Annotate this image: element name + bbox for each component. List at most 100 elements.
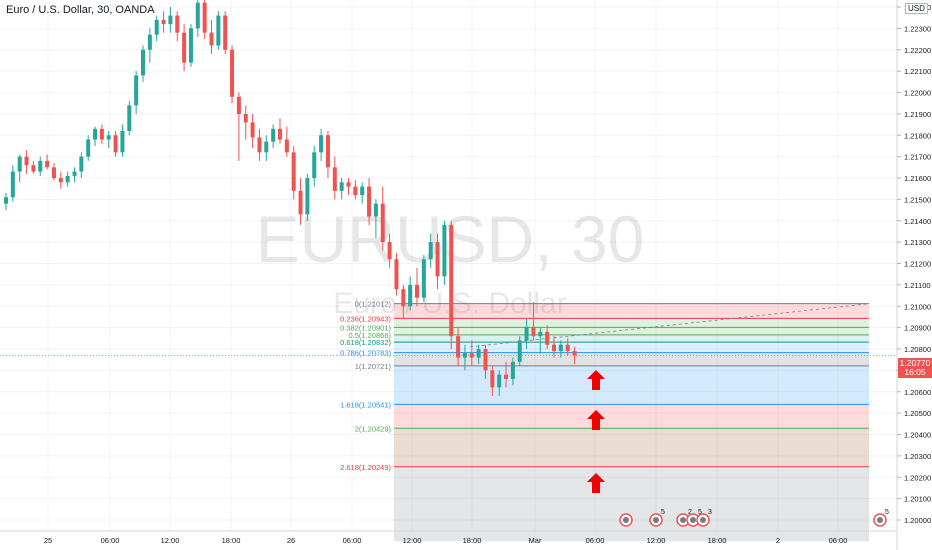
y-tick-label: 1.21400	[904, 217, 931, 226]
candle-body	[175, 15, 180, 33]
candle-body	[250, 122, 255, 138]
fib-level-label: 0.618(1.20832)	[340, 338, 391, 347]
candle-body	[17, 156, 22, 172]
candle-body	[552, 344, 556, 352]
candle-body	[462, 353, 467, 358]
fibonacci-extension: 0(1.21012)0.236(1.20943)0.382(1.20901)0.…	[0, 300, 897, 542]
candle-body	[524, 327, 529, 341]
candle-body	[408, 284, 413, 307]
x-tick-label: 12:00	[161, 536, 180, 545]
candle-body	[264, 141, 269, 153]
fib-zone	[394, 466, 869, 542]
y-tick-label: 1.20600	[904, 388, 931, 397]
candle-body	[147, 34, 152, 50]
candle-body	[497, 374, 502, 388]
x-tick-label: 06:00	[829, 536, 848, 545]
candle-body	[188, 28, 193, 63]
candle-body	[517, 340, 522, 362]
candle-body	[291, 152, 296, 191]
candle-body	[223, 15, 228, 50]
grid-lines	[0, 0, 897, 531]
candle-body	[373, 203, 378, 217]
candle-body	[271, 128, 276, 142]
y-tick-label: 1.20100	[904, 495, 931, 504]
fib-level-label: 1.618(1.20541)	[340, 400, 391, 409]
fib-zone	[394, 365, 869, 405]
candle-body	[243, 113, 248, 123]
candle-body	[141, 49, 145, 76]
candle-body	[442, 225, 447, 277]
candle-body	[284, 139, 289, 153]
candle-body	[394, 259, 399, 290]
event-badge-count: 3	[708, 509, 712, 516]
fib-zone	[394, 404, 869, 429]
x-tick-label: 2	[776, 536, 780, 545]
x-tick-label: Mar	[529, 536, 542, 545]
bar-countdown: 16:05	[904, 367, 926, 377]
up-arrow-icon	[587, 370, 605, 390]
candle-body	[401, 289, 406, 307]
x-tick-label: 06:00	[343, 536, 362, 545]
fib-level-label: 1(1.20721)	[355, 362, 392, 371]
fib-zone	[394, 303, 869, 319]
y-tick-label: 1.21100	[904, 281, 931, 290]
x-tick-label: 18:00	[463, 536, 482, 545]
y-tick-label: 1.21200	[904, 260, 931, 269]
candle-body	[278, 128, 282, 140]
candle-body	[72, 171, 77, 176]
y-tick-label: 1.21000	[904, 302, 931, 311]
y-tick-label: 1.20800	[904, 345, 931, 354]
y-tick-label: 1.20300	[904, 452, 931, 461]
candle-body	[428, 242, 433, 260]
y-tick-label: 1.20900	[904, 324, 931, 333]
x-tick-label: 06:00	[101, 536, 120, 545]
fib-zone	[394, 334, 869, 343]
fib-zone	[394, 327, 869, 335]
candle-body	[415, 284, 419, 298]
y-tick-label: 1.21600	[904, 174, 931, 183]
last-price-value: 1.20770	[899, 358, 931, 368]
event-badge-count: 5	[661, 509, 665, 516]
currency-label[interactable]: USD	[905, 3, 928, 14]
candle-body	[572, 351, 577, 356]
candle-body	[456, 336, 461, 358]
candle-body	[387, 242, 392, 260]
candle-body	[510, 361, 515, 379]
event-badge-dot	[877, 517, 883, 523]
candle-body	[504, 374, 509, 379]
x-tick-label: 12:00	[403, 536, 422, 545]
candle-body	[236, 96, 241, 114]
candlestick-series	[4, 0, 577, 397]
candle-body	[120, 130, 125, 153]
last-price-tag: 1.20770 16:05	[898, 358, 932, 378]
arrow-annotations	[587, 370, 605, 493]
candle-body	[469, 353, 474, 358]
candle-body	[367, 186, 372, 217]
y-tick-label: 1.21800	[904, 131, 931, 140]
candle-body	[312, 152, 317, 178]
candle-body	[65, 175, 70, 183]
fib-level-label: 0.5(1.20866)	[348, 331, 391, 340]
candle-body	[538, 331, 543, 337]
candle-body	[202, 2, 207, 33]
event-badge-dot	[680, 517, 686, 523]
event-badge-count: 5	[698, 509, 702, 516]
y-tick-label: 1.21300	[904, 238, 931, 247]
candle-body	[113, 135, 118, 153]
time-axis: 25 06:00 12:00 18:00 26 06:00 12:00 18:00 Mar 06:…	[44, 536, 848, 545]
candle-body	[79, 156, 84, 172]
symbol-title[interactable]: Euro / U.S. Dollar, 30, OANDA	[6, 4, 155, 16]
candle-body	[483, 349, 488, 371]
y-tick-label: 1.22000	[904, 89, 931, 98]
candle-body	[86, 139, 91, 157]
price-axis: 1.20000 1.20100 1.20200 1.20300 1.20400 1.205…	[897, 3, 931, 525]
candle-body	[10, 171, 15, 198]
y-tick-label: 1.22200	[904, 46, 931, 55]
candle-body	[305, 178, 310, 215]
y-tick-label: 1.21700	[904, 153, 931, 162]
y-tick-label: 1.22100	[904, 67, 931, 76]
up-arrow-icon	[587, 410, 605, 430]
candle-body	[182, 32, 187, 63]
